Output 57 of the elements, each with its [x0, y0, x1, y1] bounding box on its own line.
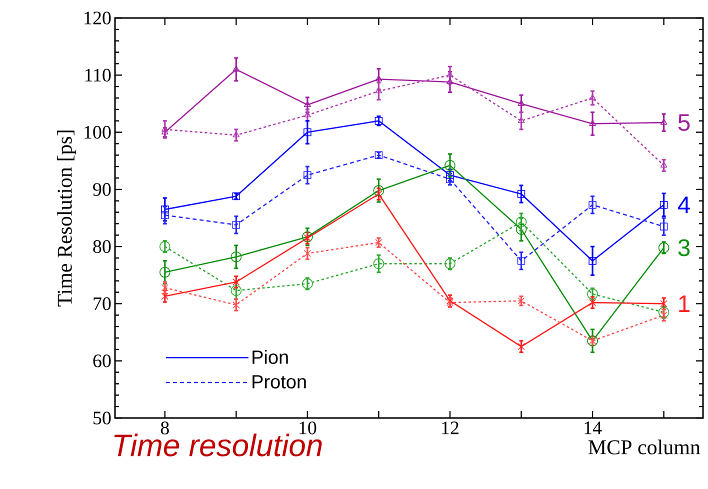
y-tick-label: 70	[94, 297, 111, 310]
point	[230, 285, 242, 296]
point	[660, 200, 668, 209]
y-tick-label: 60	[93, 354, 111, 368]
point	[587, 288, 598, 300]
legend-label: Proton	[252, 375, 306, 388]
point	[518, 297, 525, 304]
point	[588, 256, 596, 265]
point	[660, 222, 668, 230]
point	[159, 241, 170, 252]
point	[373, 258, 384, 270]
annotation: 1	[679, 295, 690, 312]
annotation: 5	[678, 114, 690, 131]
point	[660, 118, 668, 125]
point	[589, 94, 596, 100]
annotation: 3	[678, 239, 690, 256]
point	[518, 100, 525, 106]
y-tick-label: 110	[85, 68, 111, 82]
y-tick-label: 50	[94, 412, 111, 424]
x-tick-label: 8	[160, 422, 169, 434]
y-axis-title: Time Resolution [ps]	[57, 130, 76, 306]
x-tick-label: 14	[584, 422, 602, 434]
point	[232, 301, 240, 308]
point	[304, 171, 312, 180]
point	[159, 266, 170, 278]
point	[517, 190, 526, 198]
point	[517, 256, 526, 265]
point	[658, 242, 670, 254]
point	[230, 251, 242, 262]
x-axis-title: MCP column	[588, 440, 700, 454]
point	[658, 306, 670, 318]
point	[444, 258, 456, 270]
point	[446, 78, 454, 84]
point	[232, 220, 240, 229]
x-tick-label: 10	[300, 422, 316, 434]
point	[660, 162, 668, 168]
point	[304, 234, 312, 242]
x-tick-label: 12	[442, 422, 458, 434]
text: Time resolution	[114, 434, 322, 456]
point	[302, 231, 313, 242]
annotation: 4	[678, 196, 690, 214]
point	[232, 131, 240, 138]
point	[304, 250, 312, 258]
y-tick-label: 90	[93, 183, 111, 196]
point	[588, 200, 596, 209]
point	[518, 342, 525, 350]
point	[232, 66, 240, 72]
point	[444, 160, 456, 171]
y-tick-label: 100	[84, 126, 111, 139]
y-tick-label: 120	[84, 12, 111, 24]
point	[304, 128, 312, 136]
y-tick-label: 80	[93, 240, 111, 253]
point	[304, 100, 311, 107]
point	[589, 120, 596, 126]
point	[518, 116, 525, 123]
point	[302, 278, 313, 290]
legend-label: Pion	[252, 350, 288, 364]
